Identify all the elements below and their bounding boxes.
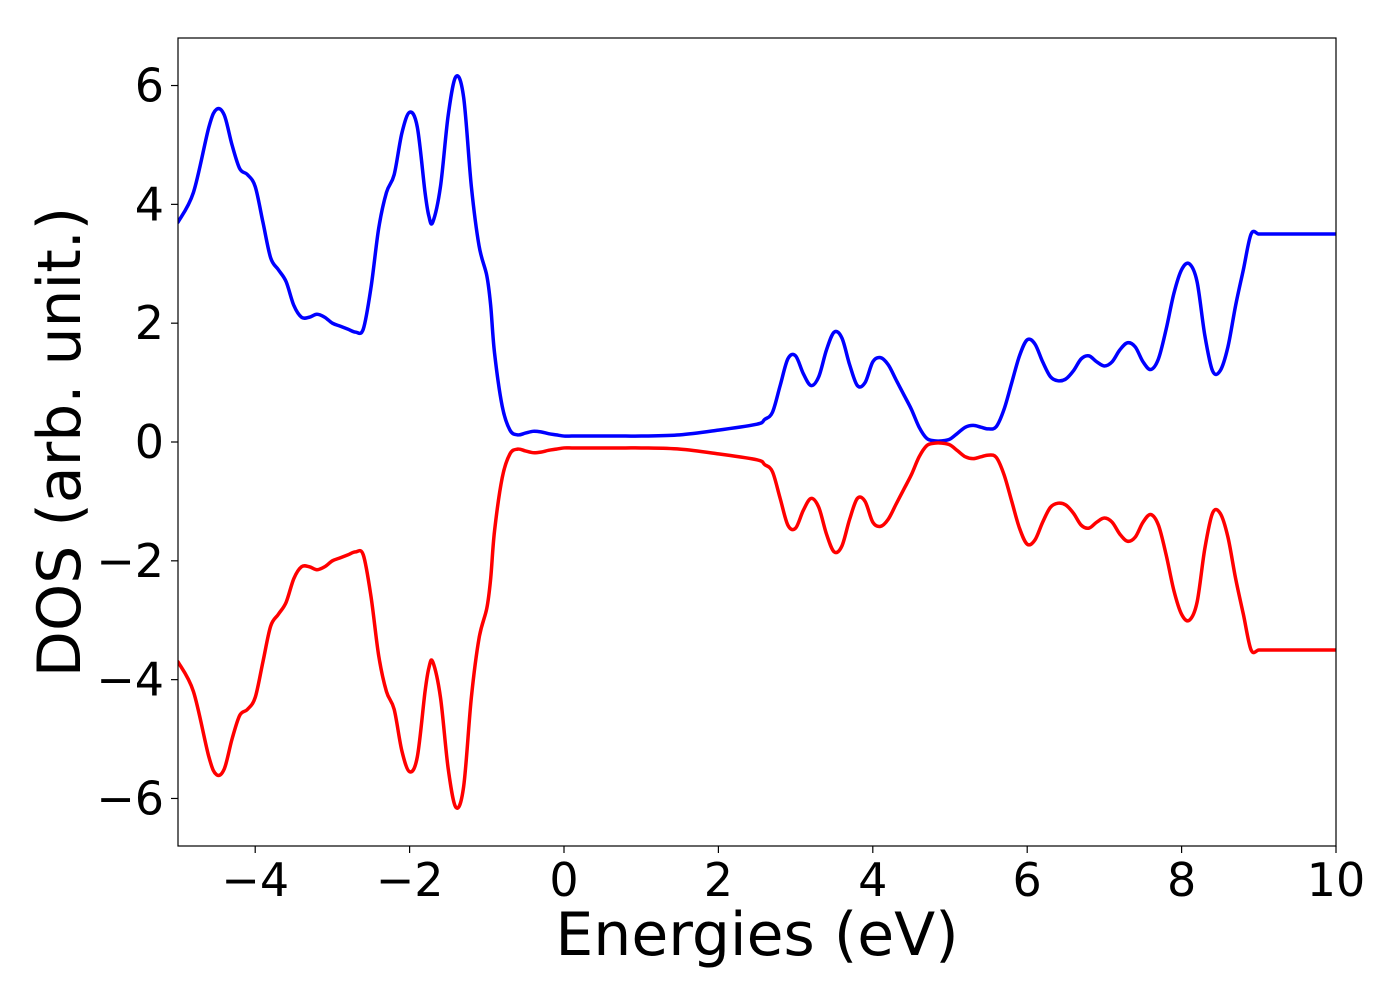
- y-tick-label: 0: [135, 415, 164, 469]
- spin-up-series-line: [178, 74, 1336, 443]
- y-axis: 6 4 2 0 −2 −4 −6: [96, 59, 178, 825]
- y-tick-label: 4: [135, 177, 164, 231]
- series-layer: [178, 74, 1336, 810]
- spin-down-series-line: [178, 441, 1336, 810]
- y-tick-label: −4: [96, 653, 164, 707]
- y-tick-label: 6: [135, 59, 164, 113]
- plot-frame: [177, 37, 1337, 847]
- x-tick-label: 4: [858, 853, 887, 907]
- x-tick-label: −4: [221, 853, 289, 907]
- y-tick-label: −6: [96, 771, 164, 825]
- x-tick-label: 6: [1013, 853, 1042, 907]
- x-tick-label: 0: [549, 853, 578, 907]
- x-tick-label: 10: [1307, 853, 1366, 907]
- x-axis: −4 −2 0 2 4 6 8 10: [221, 846, 1365, 907]
- x-tick-label: 2: [704, 853, 733, 907]
- x-axis-label: Energies (eV): [555, 900, 958, 970]
- y-tick-label: 2: [135, 296, 164, 350]
- x-tick-label: −2: [376, 853, 444, 907]
- y-tick-label: −2: [96, 534, 164, 588]
- plot-area: −4 −2 0 2 4 6 8 10 6 4 2 0 −2 −4 −6: [96, 37, 1365, 907]
- y-axis-label: DOS (arb. unit.): [25, 207, 95, 677]
- x-tick-label: 8: [1167, 853, 1196, 907]
